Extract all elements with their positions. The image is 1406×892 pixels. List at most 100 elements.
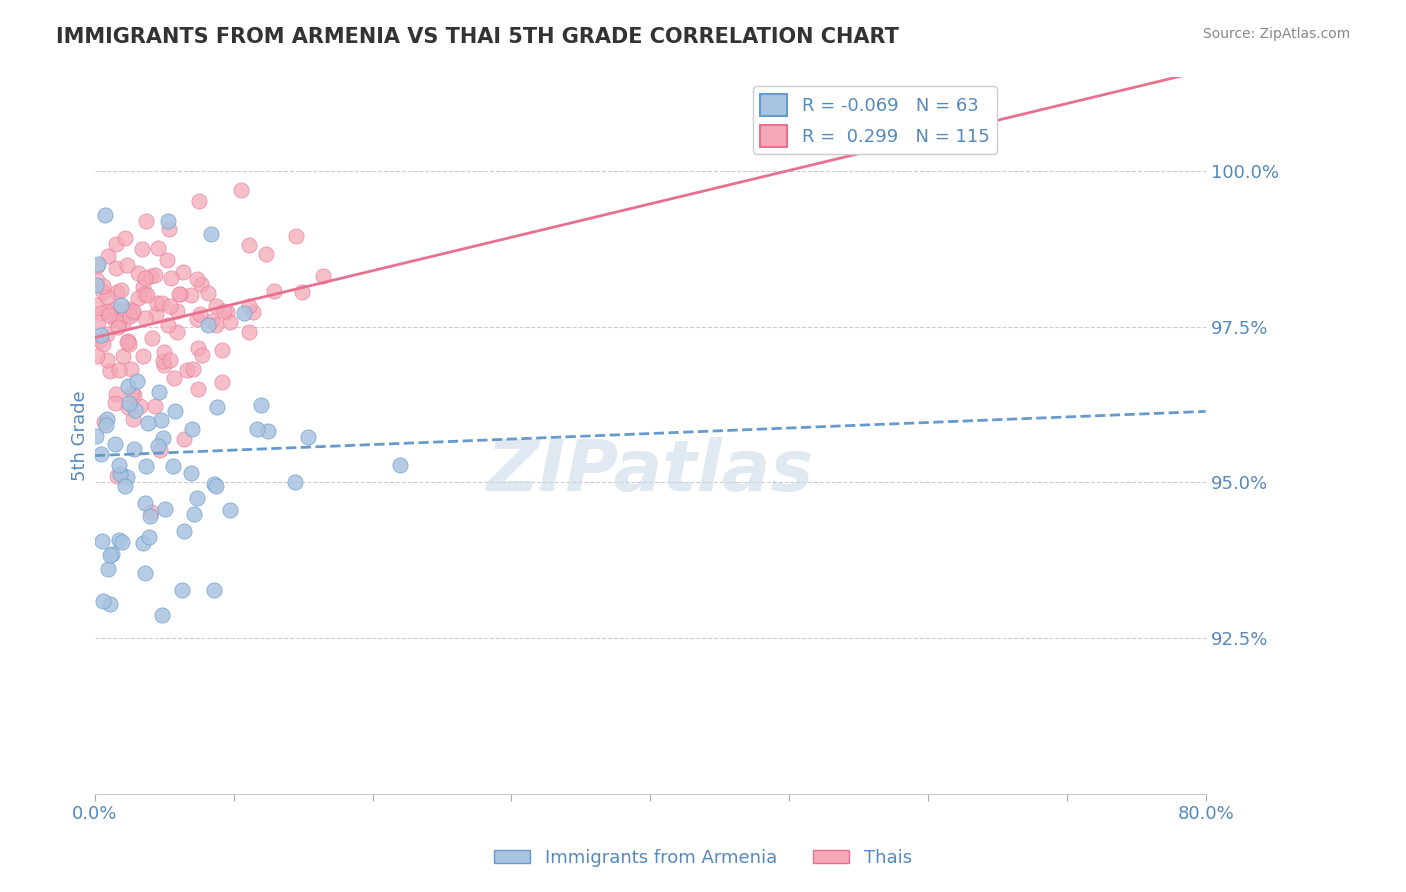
Point	[104, 437, 127, 451]
Point	[176, 363, 198, 377]
Point	[181, 362, 204, 376]
Point	[388, 458, 411, 472]
Point	[127, 291, 149, 305]
Point	[118, 302, 141, 317]
Point	[146, 439, 169, 453]
Point	[107, 320, 129, 334]
Point	[284, 475, 307, 489]
Point	[86, 273, 108, 287]
Point	[143, 399, 166, 413]
Point	[107, 533, 129, 547]
Point	[153, 358, 176, 372]
Point	[233, 306, 256, 320]
Point	[141, 268, 163, 283]
Point	[134, 311, 156, 326]
Point	[250, 398, 273, 412]
Point	[110, 283, 132, 297]
Point	[231, 182, 253, 196]
Point	[197, 318, 219, 332]
Point	[246, 422, 269, 436]
Point	[120, 361, 142, 376]
Point	[122, 306, 145, 320]
Point	[96, 417, 118, 432]
Point	[201, 314, 224, 328]
Point	[115, 335, 138, 350]
Point	[134, 287, 156, 301]
Point	[112, 301, 135, 316]
Point	[105, 386, 128, 401]
Point	[165, 404, 187, 418]
Point	[242, 305, 264, 319]
Point	[202, 582, 225, 597]
Point	[124, 403, 146, 417]
Point	[135, 287, 157, 301]
Point	[188, 308, 211, 322]
Point	[90, 534, 112, 549]
Point	[131, 242, 153, 256]
Point	[135, 458, 157, 473]
Point	[257, 424, 280, 438]
Point	[135, 214, 157, 228]
Point	[297, 430, 319, 444]
Point	[132, 349, 155, 363]
Point	[138, 530, 160, 544]
Point	[110, 298, 132, 312]
Point	[238, 299, 260, 313]
Point	[152, 354, 174, 368]
Point	[187, 382, 209, 396]
Point	[97, 249, 120, 263]
Point	[188, 194, 211, 209]
Point	[166, 303, 188, 318]
Point	[202, 476, 225, 491]
Point	[94, 208, 117, 222]
Point	[93, 285, 115, 300]
Point	[105, 468, 128, 483]
Point	[87, 257, 110, 271]
Point	[254, 246, 277, 260]
Point	[169, 286, 191, 301]
Point	[121, 386, 143, 401]
Point	[117, 258, 139, 272]
Point	[159, 300, 181, 314]
Point	[141, 331, 163, 345]
Point	[148, 385, 170, 400]
Point	[84, 429, 107, 443]
Point	[96, 326, 118, 341]
Point	[124, 442, 146, 456]
Point	[122, 412, 145, 426]
Point	[96, 353, 118, 368]
Point	[186, 311, 208, 326]
Point	[212, 304, 235, 318]
Point	[141, 505, 163, 519]
Y-axis label: 5th Grade: 5th Grade	[72, 390, 89, 481]
Point	[211, 375, 233, 389]
Point	[211, 343, 233, 357]
Point	[96, 304, 118, 318]
Point	[96, 412, 118, 426]
Point	[205, 318, 228, 332]
Point	[132, 536, 155, 550]
Point	[98, 548, 121, 562]
Point	[118, 396, 141, 410]
Point	[127, 266, 149, 280]
Point	[219, 315, 242, 329]
Point	[156, 318, 179, 333]
Point	[145, 307, 167, 321]
Text: ZIPatlas: ZIPatlas	[486, 437, 814, 506]
Point	[111, 316, 134, 330]
Point	[159, 352, 181, 367]
Point	[312, 268, 335, 283]
Point	[98, 308, 121, 322]
Point	[136, 417, 159, 431]
Point	[129, 399, 152, 413]
Point	[170, 582, 193, 597]
Point	[101, 547, 124, 561]
Point	[117, 334, 139, 348]
Point	[205, 298, 228, 312]
Point	[238, 238, 260, 252]
Point	[87, 316, 110, 330]
Point	[86, 298, 108, 312]
Point	[104, 313, 127, 327]
Point	[93, 415, 115, 429]
Point	[90, 447, 112, 461]
